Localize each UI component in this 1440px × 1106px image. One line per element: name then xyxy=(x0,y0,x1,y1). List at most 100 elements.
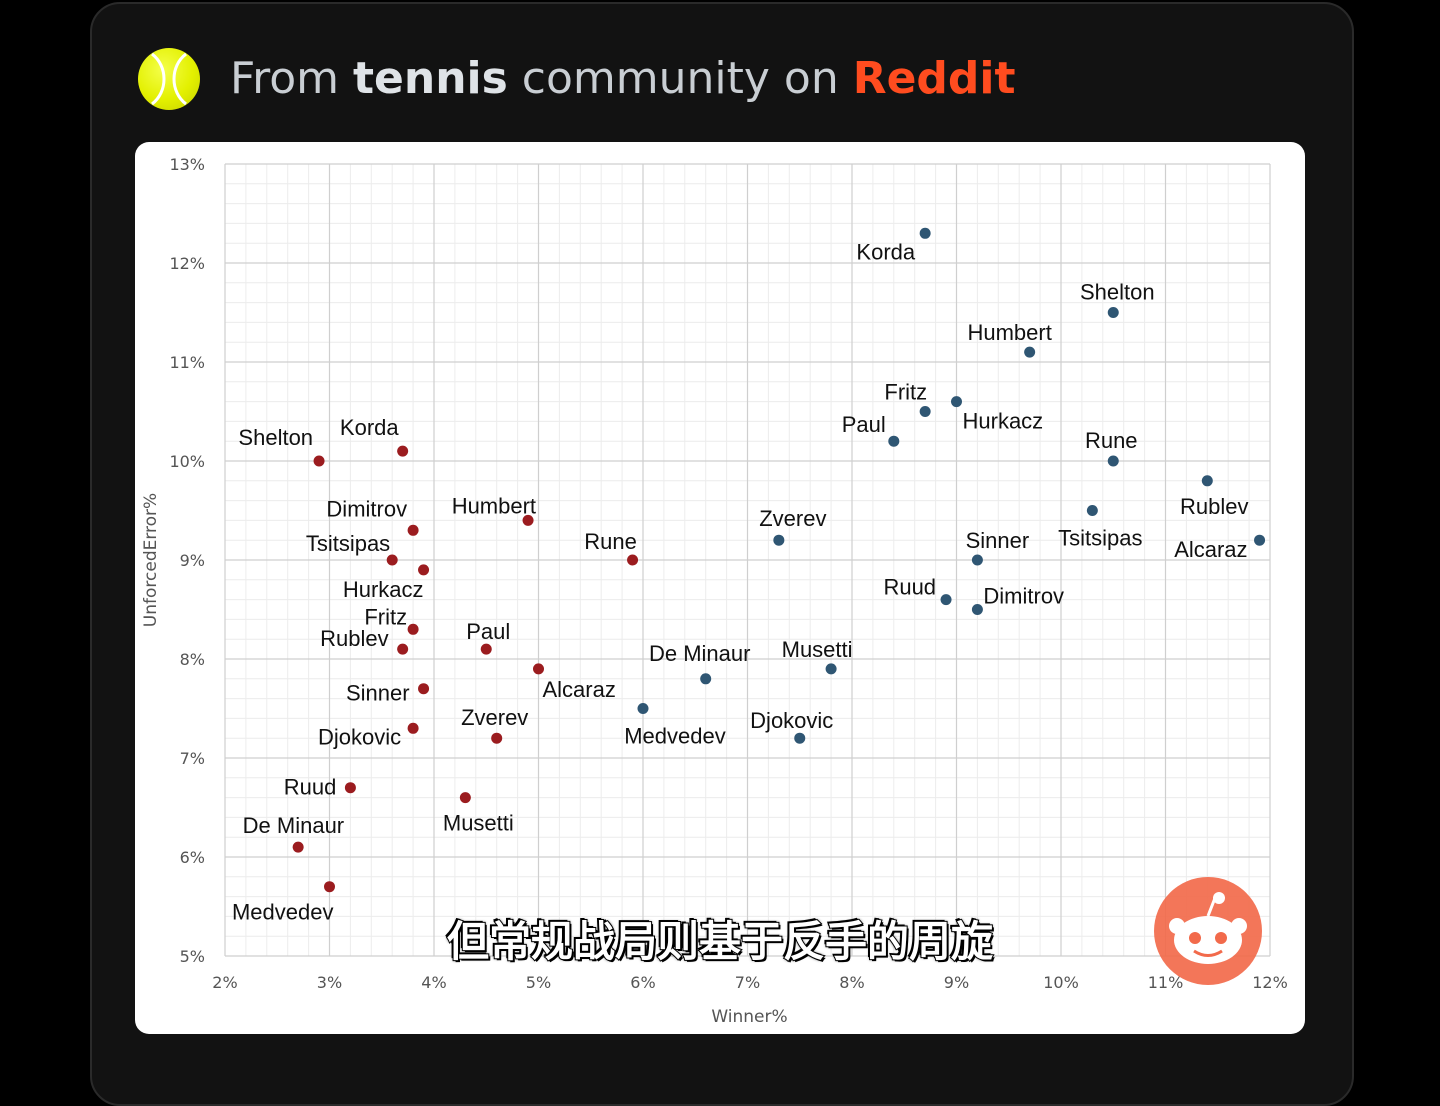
point-label: Shelton xyxy=(238,425,313,450)
data-point xyxy=(407,524,419,536)
data-point xyxy=(491,732,503,744)
point-label: Dimitrov xyxy=(326,496,407,521)
data-point xyxy=(480,643,492,655)
y-tick-label: 11% xyxy=(169,353,205,372)
point-label: Djokovic xyxy=(750,708,833,733)
point-label: Sinner xyxy=(346,681,410,706)
data-point xyxy=(1024,346,1036,358)
point-label: Rune xyxy=(1085,428,1138,453)
data-point xyxy=(919,406,931,417)
x-tick-label: 8% xyxy=(839,973,864,992)
data-point xyxy=(407,623,419,635)
data-point xyxy=(1107,455,1119,467)
point-label: Musetti xyxy=(443,811,514,836)
point-label: Zverev xyxy=(461,705,528,730)
data-point xyxy=(700,673,712,685)
tennis-ball-icon xyxy=(138,48,200,110)
x-tick-label: 3% xyxy=(317,973,342,992)
brand-name: Reddit xyxy=(852,53,1016,104)
y-tick-label: 8% xyxy=(180,650,205,669)
page-title: From tennis community on Reddit xyxy=(230,53,1016,104)
point-label: Korda xyxy=(340,415,399,440)
point-label: Medvedev xyxy=(232,900,334,925)
point-label: Sinner xyxy=(966,528,1030,553)
y-tick-label: 12% xyxy=(169,254,205,273)
video-subtitle: 但常规战局则基于反手的周旋 xyxy=(446,916,994,967)
point-label: Hurkacz xyxy=(963,409,1044,434)
y-tick-label: 9% xyxy=(180,551,205,570)
data-point xyxy=(324,881,335,893)
point-label: Djokovic xyxy=(318,724,401,749)
data-point xyxy=(919,227,931,239)
x-tick-label: 11% xyxy=(1148,973,1184,992)
x-tick-label: 9% xyxy=(944,973,969,992)
data-point xyxy=(773,534,785,546)
point-label: Alcaraz xyxy=(543,677,616,702)
y-axis-title: UnforcedError% xyxy=(141,493,161,627)
point-label: Fritz xyxy=(364,604,407,629)
data-point xyxy=(533,663,544,675)
point-label: Dimitrov xyxy=(983,584,1064,609)
x-tick-label: 6% xyxy=(630,973,655,992)
data-point xyxy=(313,455,325,467)
point-label: Ruud xyxy=(883,575,936,600)
point-label: Musetti xyxy=(782,637,853,662)
point-label: Fritz xyxy=(884,380,927,405)
data-point xyxy=(407,722,419,734)
point-label: Ruud xyxy=(284,775,337,800)
point-label: Rublev xyxy=(320,626,388,651)
scatter-chart: 2% 3% 4% 5% 6% 7% 8% 9% 10% 11% 12% 5% 6% 7% 8% 9% 10% 11… xyxy=(141,155,1288,1027)
data-point xyxy=(794,732,806,744)
y-tick-label: 7% xyxy=(180,749,205,768)
y-tick-label: 13% xyxy=(169,155,205,174)
y-tick-label: 6% xyxy=(180,848,205,867)
point-label: Humbert xyxy=(452,493,536,518)
data-point xyxy=(1107,307,1119,318)
x-tick-label: 12% xyxy=(1252,973,1288,992)
reddit-snoo-icon xyxy=(1154,877,1262,985)
data-point xyxy=(344,782,356,794)
point-label: De Minaur xyxy=(243,813,344,838)
point-label: Tsitsipas xyxy=(306,531,390,556)
point-label: Medvedev xyxy=(624,724,726,749)
point-label: Paul xyxy=(842,412,886,437)
y-tick-label: 5% xyxy=(180,947,205,966)
y-tick-label: 10% xyxy=(169,452,205,471)
point-label: Tsitsipas xyxy=(1058,526,1142,551)
data-point xyxy=(951,396,962,408)
data-point xyxy=(1201,475,1213,487)
data-point xyxy=(522,514,534,526)
data-point xyxy=(971,554,983,566)
point-label: Humbert xyxy=(967,320,1051,345)
data-point xyxy=(637,703,649,714)
data-point xyxy=(627,554,639,566)
point-label: De Minaur xyxy=(649,641,750,666)
data-point xyxy=(418,683,430,695)
point-label: Alcaraz xyxy=(1174,537,1247,562)
point-label: Rune xyxy=(584,529,637,554)
data-point xyxy=(971,604,983,615)
data-point xyxy=(386,554,398,566)
x-axis-title: Winner% xyxy=(711,1007,787,1027)
point-label: Rublev xyxy=(1180,494,1248,519)
point-label: Shelton xyxy=(1080,280,1155,305)
data-point xyxy=(1086,505,1098,516)
data-point xyxy=(397,643,409,655)
data-point xyxy=(825,663,837,675)
data-point xyxy=(292,841,304,853)
data-point xyxy=(418,564,430,576)
point-label: Zverev xyxy=(759,506,826,531)
x-tick-label: 4% xyxy=(421,973,446,992)
point-label: Korda xyxy=(856,239,915,264)
data-point xyxy=(459,792,471,804)
data-point xyxy=(940,594,952,606)
x-tick-label: 10% xyxy=(1043,973,1079,992)
data-point xyxy=(888,435,900,447)
x-tick-label: 2% xyxy=(212,973,237,992)
data-point xyxy=(1254,534,1266,546)
x-tick-label: 7% xyxy=(735,973,760,992)
point-label: Hurkacz xyxy=(343,577,424,602)
point-label: Paul xyxy=(466,619,510,644)
x-tick-label: 5% xyxy=(526,973,551,992)
data-point xyxy=(397,445,409,457)
